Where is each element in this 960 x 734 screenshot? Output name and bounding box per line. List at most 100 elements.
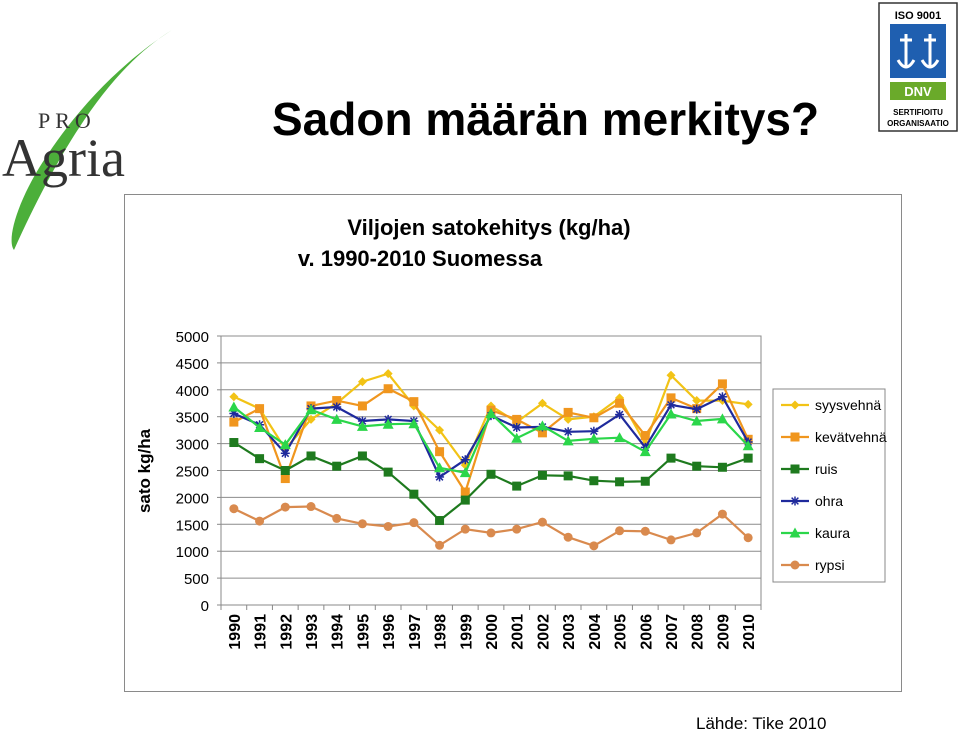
data-point-ruis — [743, 453, 753, 463]
data-point-kaura — [279, 439, 291, 450]
data-point-ruis — [692, 461, 702, 471]
data-point-kaura — [331, 413, 343, 424]
iso-label: ISO 9001 — [895, 10, 941, 22]
data-point-rypsi — [589, 541, 599, 551]
x-tick-label: 1999 — [458, 614, 475, 650]
x-tick-label: 2004 — [587, 614, 604, 650]
data-point-kaura — [716, 413, 728, 424]
data-point-rypsi — [229, 504, 239, 514]
data-point-rypsi — [563, 532, 573, 542]
data-point-kaura — [511, 432, 523, 443]
data-point-ruis — [306, 451, 316, 461]
y-tick-label: 3000 — [176, 437, 209, 454]
x-tick-label: 1990 — [227, 614, 244, 650]
data-point-syysvehna — [666, 370, 676, 380]
data-point-rypsi — [743, 533, 753, 543]
data-point-rypsi — [486, 528, 496, 538]
x-tick-label: 2005 — [613, 614, 630, 650]
data-point-kaura — [536, 420, 548, 431]
data-point-syysvehna — [743, 399, 753, 409]
data-point-kaura — [408, 418, 420, 429]
data-point-ohra — [332, 402, 342, 412]
x-tick-label: 2007 — [664, 614, 681, 650]
slide-title: Sadon määrän merkitys? — [272, 93, 820, 145]
data-point-kaura — [614, 432, 626, 443]
legend-marker-kevatvehna — [790, 432, 800, 442]
data-point-syysvehna — [435, 425, 445, 435]
data-point-rypsi — [717, 509, 727, 519]
data-point-rypsi — [383, 521, 393, 531]
data-point-ruis — [537, 470, 547, 480]
legend-label-ohra: ohra — [815, 493, 843, 509]
legend-marker-ruis — [790, 464, 800, 474]
x-tick-label: 2002 — [535, 614, 552, 650]
data-point-ruis — [255, 454, 265, 464]
data-point-kevatvehna — [589, 413, 599, 423]
series-kaura — [228, 401, 754, 478]
source-note: Lähde: Tike 2010 — [696, 714, 827, 733]
data-point-rypsi — [409, 518, 419, 528]
x-tick-label: 2006 — [638, 614, 655, 650]
data-point-ohra — [280, 448, 290, 458]
dnv-label: DNV — [904, 84, 932, 99]
data-point-ruis — [640, 476, 650, 486]
data-point-ohra — [435, 472, 445, 482]
data-point-rypsi — [306, 502, 316, 512]
data-point-ruis — [486, 469, 496, 479]
legend-label-syysvehna: syysvehnä — [815, 397, 881, 413]
data-point-syysvehna — [563, 414, 573, 424]
data-point-ohra — [717, 392, 727, 402]
data-point-kaura — [305, 404, 317, 415]
data-point-kaura — [665, 408, 677, 419]
data-point-kaura — [382, 418, 394, 429]
data-point-kaura — [639, 446, 651, 457]
data-point-kaura — [434, 462, 446, 473]
y-tick-label: 1000 — [176, 544, 209, 561]
x-tick-label: 1997 — [407, 614, 424, 650]
data-point-syysvehna — [357, 377, 367, 387]
data-point-ruis — [615, 477, 625, 487]
legend-marker-kaura — [789, 527, 801, 538]
data-point-rypsi — [692, 528, 702, 538]
yield-chart: Viljojen satokehitys (kg/ha) v. 1990-201… — [135, 215, 887, 650]
y-tick-label: 3500 — [176, 410, 209, 427]
legend-marker-rypsi — [790, 560, 800, 570]
data-point-rypsi — [357, 519, 367, 529]
x-tick-label: 1993 — [304, 614, 321, 650]
data-point-kevatvehna — [615, 398, 625, 408]
x-tick-label: 2010 — [741, 614, 758, 650]
data-point-rypsi — [640, 526, 650, 536]
legend-marker-ohra — [790, 496, 800, 506]
data-point-kaura — [356, 420, 368, 431]
data-point-rypsi — [280, 502, 290, 512]
logo-agria-text: Agria — [2, 128, 125, 188]
y-tick-label: 1500 — [176, 517, 209, 534]
data-point-kevatvehna — [280, 474, 290, 484]
logo-pro-text: PRO — [38, 108, 96, 133]
data-point-ruis — [357, 451, 367, 461]
data-point-ruis — [435, 516, 445, 526]
data-point-ohra — [692, 404, 702, 414]
pro-agria-logo: PRO Agria — [0, 28, 180, 258]
data-point-kevatvehna — [717, 379, 727, 389]
data-point-syysvehna — [383, 369, 393, 379]
y-tick-label: 500 — [184, 571, 209, 588]
data-point-rypsi — [435, 540, 445, 550]
data-point-ohra — [460, 455, 470, 465]
data-point-ohra — [563, 427, 573, 437]
x-tick-label: 1991 — [253, 614, 270, 650]
data-point-ruis — [383, 467, 393, 477]
series-ruis — [229, 438, 753, 526]
x-tick-label: 2001 — [510, 614, 527, 650]
data-point-ruis — [229, 438, 239, 448]
y-tick-label: 2000 — [176, 490, 209, 507]
data-point-ohra — [666, 400, 676, 410]
data-point-syysvehna — [692, 396, 702, 406]
series-kevatvehna — [229, 379, 753, 497]
y-tick-label: 4500 — [176, 356, 209, 373]
iso-line1: SERTIFIOITU — [893, 108, 943, 117]
data-point-ruis — [589, 476, 599, 486]
x-tick-label: 2003 — [561, 614, 578, 650]
data-point-kaura — [562, 435, 574, 446]
data-point-kaura — [588, 433, 600, 444]
